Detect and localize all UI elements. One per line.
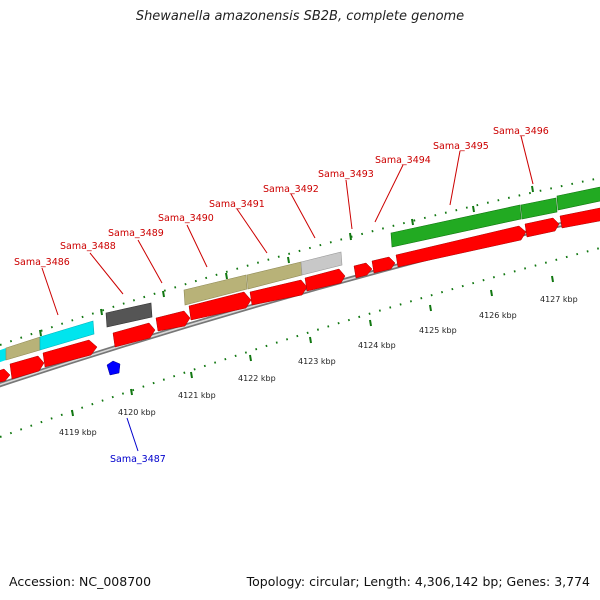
cds-arrow [42, 339, 98, 368]
cds-arrow [304, 268, 346, 292]
scale-label-4125: 4125 kbp [419, 326, 457, 335]
cog-track [0, 186, 600, 363]
cog-block-lightgray [300, 251, 343, 276]
scale-label-4119: 4119 kbp [59, 428, 97, 437]
forward-gene-leaders [41, 135, 534, 316]
reverse-gene-leader [126, 417, 139, 452]
gene-label-sama-3496[interactable]: Sama_3496 [493, 126, 549, 137]
scale-label-4126: 4126 kbp [479, 311, 517, 320]
cds-arrow [0, 368, 11, 383]
cds-arrow [9, 355, 45, 380]
gene-label-sama-3487[interactable]: Sama_3487 [110, 454, 166, 465]
cog-block-olive-1 [183, 274, 248, 306]
gene-label-sama-3494[interactable]: Sama_3494 [375, 155, 431, 166]
gene-label-sama-3490[interactable]: Sama_3490 [158, 213, 214, 224]
gene-label-sama-3492[interactable]: Sama_3492 [263, 184, 319, 195]
gene-label-sama-3493[interactable]: Sama_3493 [318, 169, 374, 180]
lower-scale-track: 4119 kbp 4120 kbp 4121 kbp 4122 kbp 4123… [0, 247, 600, 438]
cog-block-cyan-left [0, 348, 6, 363]
map-title: Shewanella amazonensis SB2B, complete ge… [135, 9, 465, 24]
scale-label-4122: 4122 kbp [238, 374, 276, 383]
forward-gene-labels: Sama_3486 Sama_3488 Sama_3489 Sama_3490 … [14, 126, 549, 268]
cds-arrow [524, 217, 560, 238]
scale-label-4123: 4123 kbp [298, 357, 336, 366]
scale-label-4127: 4127 kbp [540, 295, 578, 304]
gene-label-sama-3488[interactable]: Sama_3488 [60, 241, 116, 252]
scale-label-4120: 4120 kbp [118, 408, 156, 417]
cds-track [0, 207, 600, 383]
cds-arrow [155, 310, 191, 332]
gene-label-sama-3486[interactable]: Sama_3486 [14, 257, 70, 268]
genome-summary-label: Topology: circular; Length: 4,306,142 bp… [246, 574, 590, 589]
cds-arrow [353, 262, 373, 279]
cds-arrow [188, 291, 252, 321]
cds-arrow [559, 207, 600, 229]
accession-label: Accession: NC_008700 [9, 574, 152, 589]
cds-arrow [395, 225, 527, 268]
upper-scale-track [0, 177, 600, 346]
gene-label-sama-3495[interactable]: Sama_3495 [433, 141, 489, 152]
cog-block-green-1 [390, 204, 522, 248]
cog-block-green-2 [520, 197, 558, 220]
cog-block-dark [105, 302, 153, 328]
cds-arrow [249, 279, 308, 306]
gene-label-sama-3491[interactable]: Sama_3491 [209, 199, 265, 210]
cds-arrow [371, 256, 396, 274]
cds-arrow [112, 322, 156, 348]
reverse-strand-feature [106, 360, 121, 376]
scale-label-4124: 4124 kbp [358, 341, 396, 350]
cog-block-cyan [39, 320, 95, 351]
scale-label-4121: 4121 kbp [178, 391, 216, 400]
gene-label-sama-3489[interactable]: Sama_3489 [108, 228, 164, 239]
cog-block-green-3 [556, 186, 600, 211]
